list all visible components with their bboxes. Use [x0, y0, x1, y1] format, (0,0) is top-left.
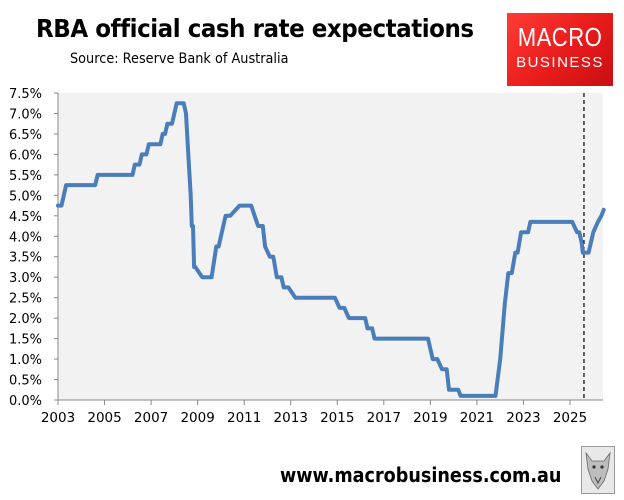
y-tick-label: 3.5%	[9, 251, 42, 266]
logo-line-business: BUSINESS	[516, 54, 604, 71]
y-tick-label: 0.5%	[9, 374, 42, 389]
y-tick-label: 2.0%	[9, 312, 42, 327]
logo-line-macro: MACRO	[517, 22, 603, 52]
y-tick-label: 5.5%	[9, 169, 42, 184]
y-tick-label: 6.0%	[9, 148, 42, 163]
chart-source: Source: Reserve Bank of Australia	[70, 51, 289, 67]
x-tick-label: 2021	[460, 410, 494, 426]
y-axis: 0.0% 0.5% 1.0% 1.5% 2.0% 2.5% 3.0% 3.5% 4.0% 4.5%…	[9, 87, 59, 409]
y-tick-label: 1.5%	[9, 333, 42, 348]
x-tick-label: 2023	[506, 410, 540, 426]
y-tick-label: 2.5%	[9, 292, 42, 307]
y-tick-label: 1.0%	[9, 353, 42, 368]
x-axis: 2003 2005 2007 2009 2011 2013 2015 2017 2019 2021…	[41, 399, 603, 426]
x-tick-label: 2019	[413, 410, 447, 426]
plot-area	[58, 93, 603, 400]
chart-title: RBA official cash rate expectations	[36, 14, 474, 43]
y-tick-label: 7.5%	[9, 87, 42, 102]
y-tick-label: 7.0%	[9, 107, 42, 122]
y-tick-label: 6.5%	[9, 128, 42, 143]
x-tick-label: 2011	[227, 410, 261, 426]
x-tick-label: 2003	[41, 410, 75, 426]
y-tick-label: 3.0%	[9, 271, 42, 286]
y-tick-label: 4.5%	[9, 210, 42, 225]
y-tick-label: 4.0%	[9, 230, 42, 245]
wolf-icon	[581, 446, 615, 494]
x-tick-label: 2005	[87, 410, 121, 426]
x-tick-label: 2017	[367, 410, 401, 426]
macrobusiness-logo: MACRO BUSINESS	[507, 13, 613, 86]
y-tick-label: 5.0%	[9, 189, 42, 204]
footer-website-url: www.macrobusiness.com.au	[280, 463, 562, 487]
x-tick-label: 2015	[320, 410, 354, 426]
x-tick-label: 2013	[274, 410, 308, 426]
y-tick-label: 0.0%	[9, 394, 42, 409]
x-tick-label: 2025	[553, 410, 587, 426]
cash-rate-series-line	[56, 101, 606, 398]
x-tick-label: 2009	[180, 410, 214, 426]
x-tick-label: 2007	[134, 410, 168, 426]
line-chart: 0.0% 0.5% 1.0% 1.5% 2.0% 2.5% 3.0% 3.5% 4.0% 4.5%…	[9, 87, 606, 426]
